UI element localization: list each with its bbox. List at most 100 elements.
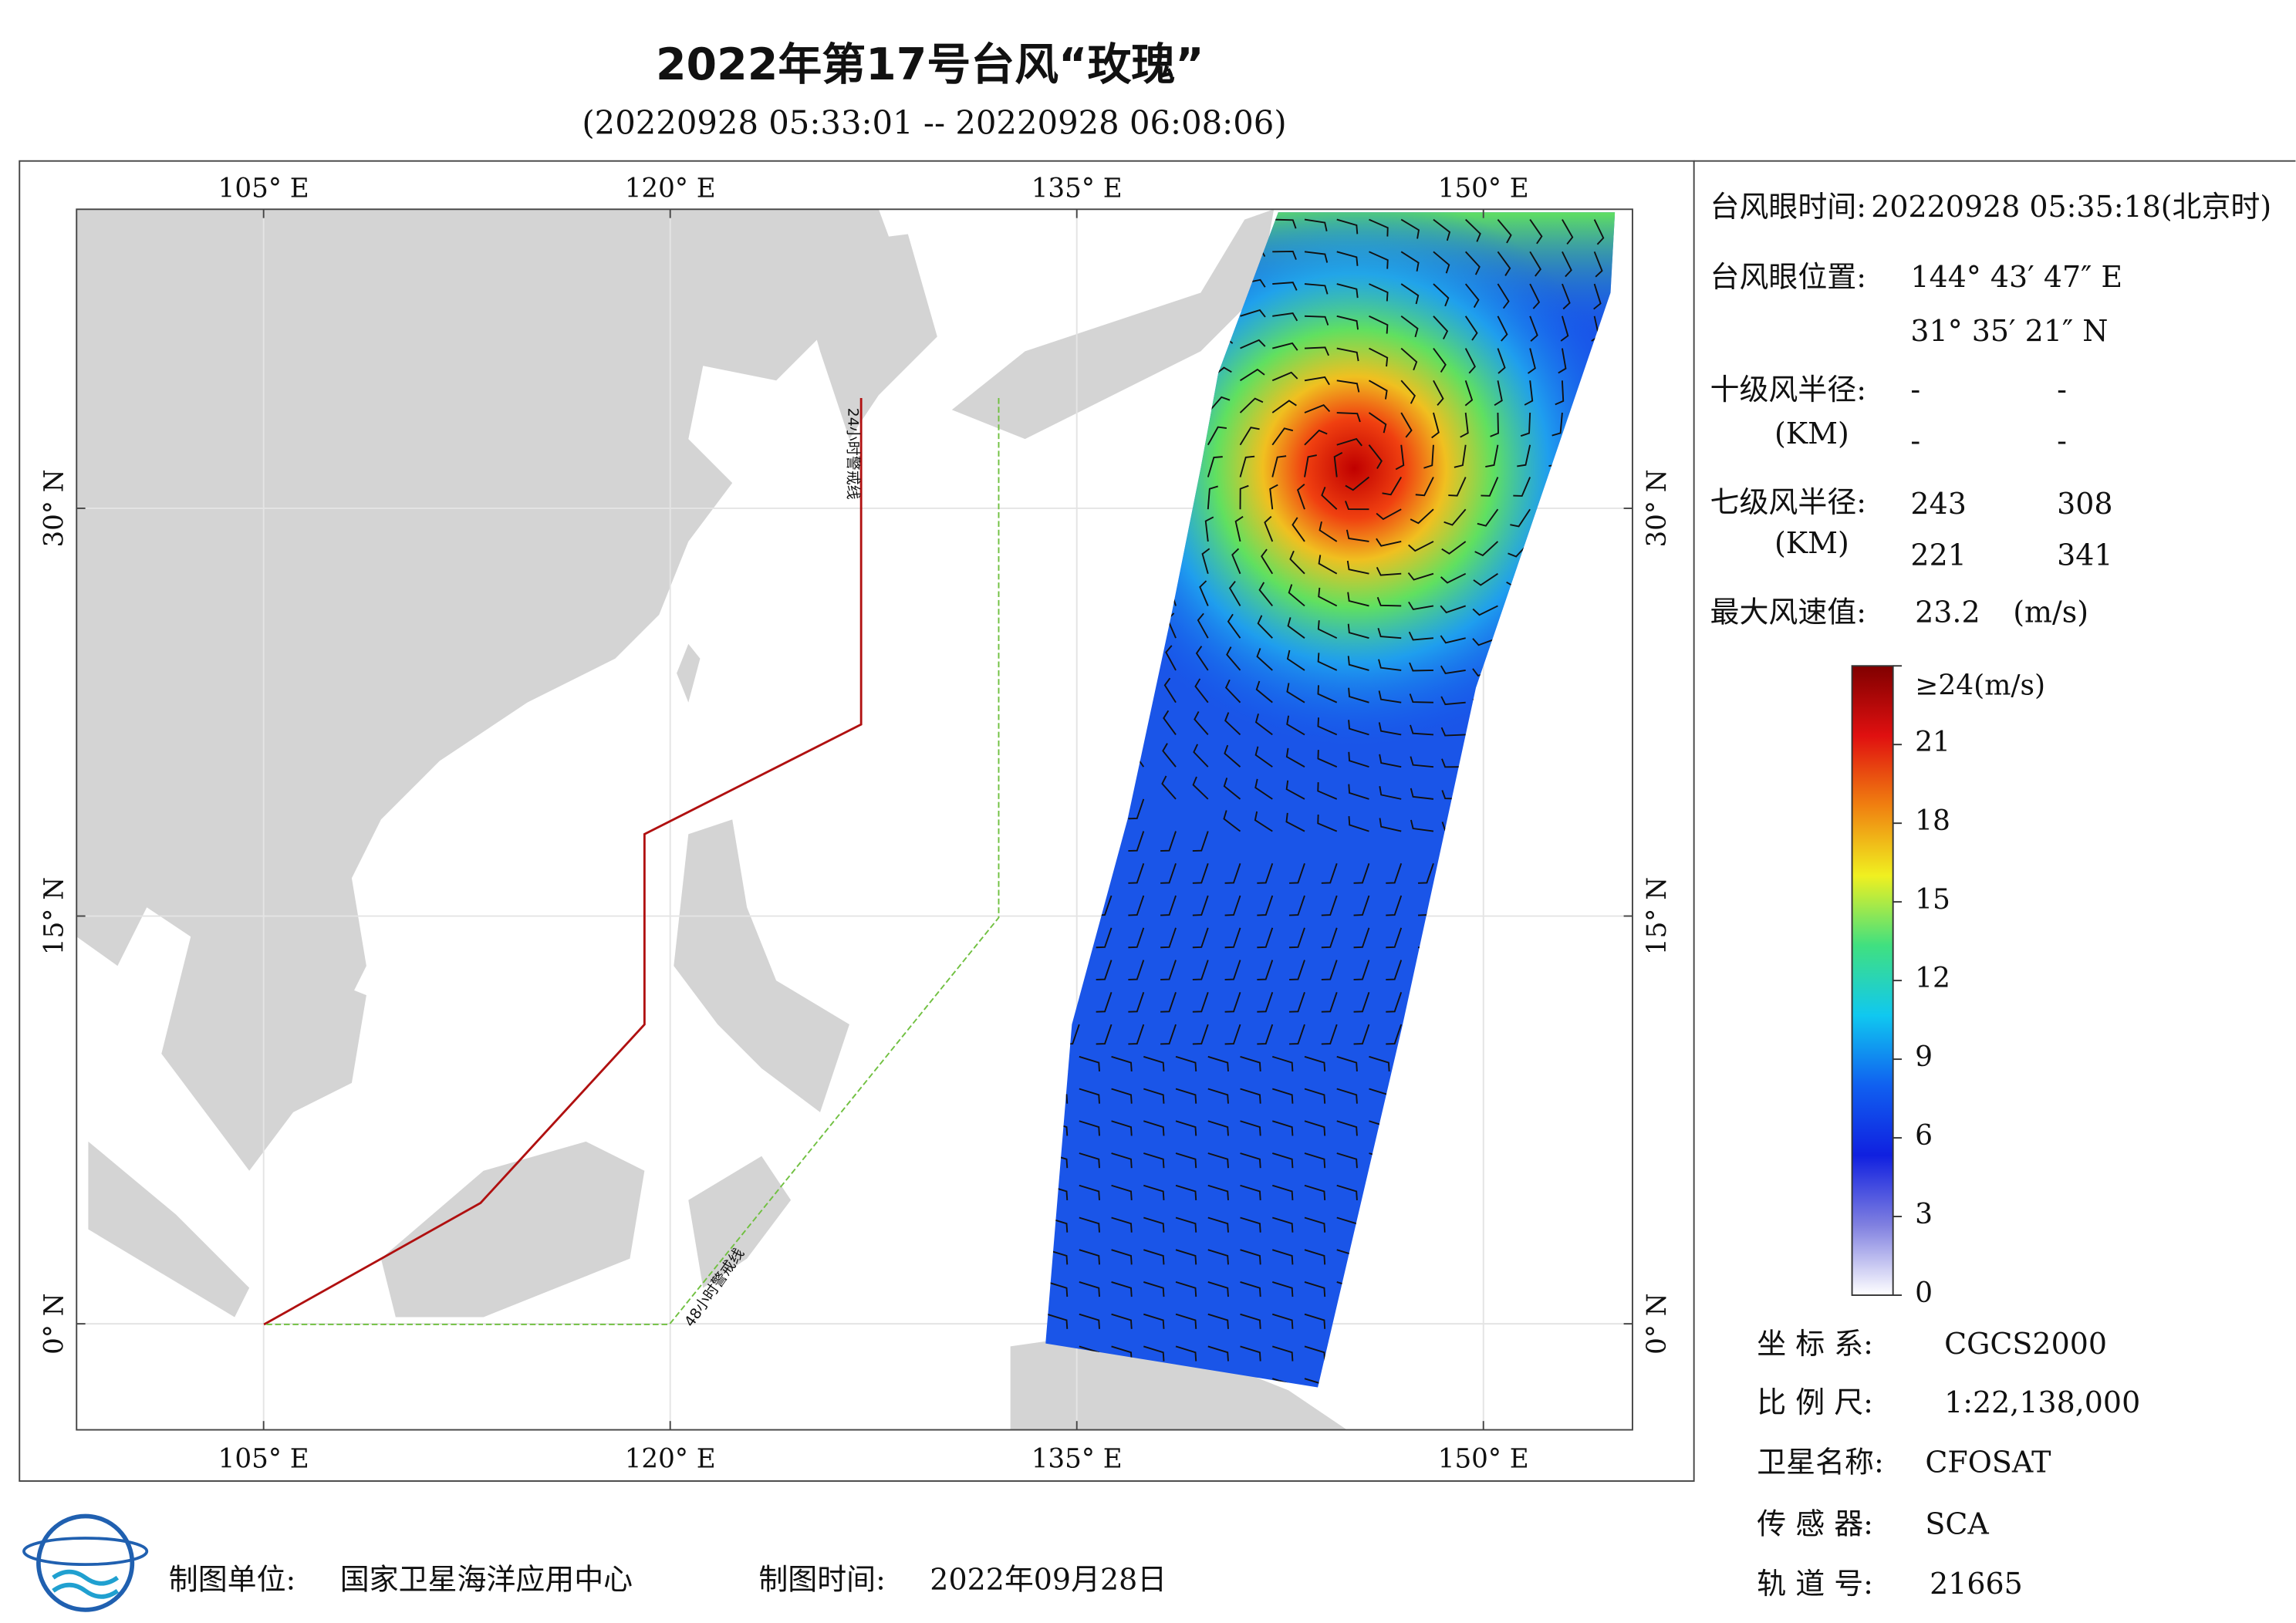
wind-barb [1386, 960, 1403, 980]
wind-barb [1207, 1184, 1229, 1200]
wind-barb [1257, 895, 1274, 916]
warning-line-24h [263, 398, 863, 1326]
wind-barb [1369, 283, 1389, 302]
wind-barb [1240, 1055, 1261, 1072]
wind-barb [1160, 863, 1177, 884]
wind-barb [1272, 250, 1297, 260]
wind-barb [1336, 315, 1359, 330]
x-tick-label: 105° E [218, 1443, 309, 1474]
wind-barb [1369, 315, 1389, 334]
wind-barb [1165, 645, 1177, 671]
wind-barb [1199, 580, 1209, 606]
wind-barb [1289, 960, 1305, 980]
plot-frame [76, 208, 1633, 1431]
wind-barb [1285, 812, 1305, 832]
meta-label: 卫星名称: [1757, 1446, 1884, 1480]
wind-barb [1160, 927, 1177, 949]
wind-barb [1317, 685, 1338, 704]
wind-barb [1175, 1088, 1197, 1104]
y-tick-label: 15° N [39, 877, 70, 955]
wind-barb [1231, 548, 1241, 575]
wind-barb [1415, 477, 1434, 497]
wind-barb [1128, 798, 1145, 820]
wind-barb [1258, 582, 1274, 607]
wind-barb [1558, 348, 1567, 374]
wind-barb [1410, 724, 1434, 736]
y-tick-label: 0° N [39, 1293, 70, 1354]
x-tick-label: 150° E [1438, 1443, 1529, 1474]
wind-barb [1382, 477, 1403, 496]
colorbar-label: 3 [1915, 1199, 1933, 1230]
wind-barb [1224, 863, 1241, 884]
meta-label: 制图时间: [758, 1562, 886, 1596]
wind-barb [1376, 538, 1402, 547]
wind-barb [1317, 717, 1338, 736]
wind-barb [1317, 653, 1338, 671]
wind-barb [1192, 776, 1209, 800]
wind-barb [1386, 863, 1403, 884]
info-value: 243 [1910, 487, 1966, 521]
wind-barb [1271, 1055, 1294, 1072]
wind-barb [1224, 744, 1241, 768]
wind-barb [1517, 444, 1531, 467]
wind-barb [1257, 991, 1274, 1013]
wind-barb [1207, 1088, 1229, 1104]
wind-barb [1256, 648, 1273, 671]
wind-barb [1304, 218, 1328, 231]
meta-label: 轨 道 号: [1757, 1567, 1873, 1601]
wind-barb [1353, 863, 1370, 884]
wind-barb [1379, 786, 1402, 800]
wind-barb [1289, 927, 1305, 949]
wind-barb [1289, 895, 1305, 916]
info-unit: (m/s) [2013, 595, 2088, 629]
wind-barb [1192, 991, 1209, 1013]
wind-barb [1448, 477, 1467, 497]
wind-barb [1408, 631, 1434, 641]
wind-barb [1192, 927, 1209, 949]
info-label: 台风眼时间: [1710, 190, 1866, 224]
wind-barb [1441, 541, 1467, 555]
wind-barb [1079, 1313, 1100, 1329]
wind-barb [1336, 380, 1360, 393]
wind-barb [1264, 515, 1274, 542]
wind-barb [1128, 960, 1145, 980]
wind-barb [1143, 1281, 1165, 1297]
wind-barb [1240, 1345, 1261, 1361]
wind-barb [1096, 1024, 1113, 1045]
wind-barb [1440, 572, 1467, 584]
wind-barb [1271, 1249, 1294, 1265]
wind-barb [1460, 412, 1469, 438]
wind-barb [1128, 863, 1145, 884]
wind-barb [1497, 315, 1508, 342]
meta-value: 21665 [1930, 1567, 2023, 1601]
warning-line-48h [264, 398, 1000, 1325]
wind-barb [1254, 811, 1273, 832]
wind-barb [1239, 427, 1260, 446]
wind-barb [1193, 744, 1209, 768]
wind-barb [1336, 1088, 1358, 1104]
wind-barb [1321, 863, 1338, 884]
wind-barb [1433, 218, 1451, 241]
info-value: 20220928 05:35:18(北京时) [1871, 190, 2271, 224]
wind-barb [1433, 251, 1450, 274]
wind-barb [1497, 283, 1510, 309]
wind-barb [1593, 283, 1602, 310]
wind-barb [1408, 601, 1434, 611]
wind-barb [1287, 617, 1305, 639]
wind-barb [1347, 623, 1369, 639]
wind-barb [1440, 665, 1466, 674]
wind-barb [1529, 219, 1543, 245]
wind-barb [1472, 605, 1498, 616]
wind-barb [1529, 251, 1541, 277]
wind-barb [1304, 1281, 1326, 1297]
warning-label: 24小时警戒线 [844, 408, 861, 500]
wind-barb [1234, 515, 1244, 542]
wind-barb [1431, 412, 1440, 439]
wind-barb [1348, 784, 1369, 800]
colorbar-label: 9 [1915, 1041, 1933, 1073]
wind-barb [1376, 596, 1402, 607]
wind-barb [1192, 863, 1209, 884]
wind-barb [1304, 315, 1329, 326]
wind-barb [1400, 347, 1418, 371]
wind-barb [1128, 831, 1145, 852]
